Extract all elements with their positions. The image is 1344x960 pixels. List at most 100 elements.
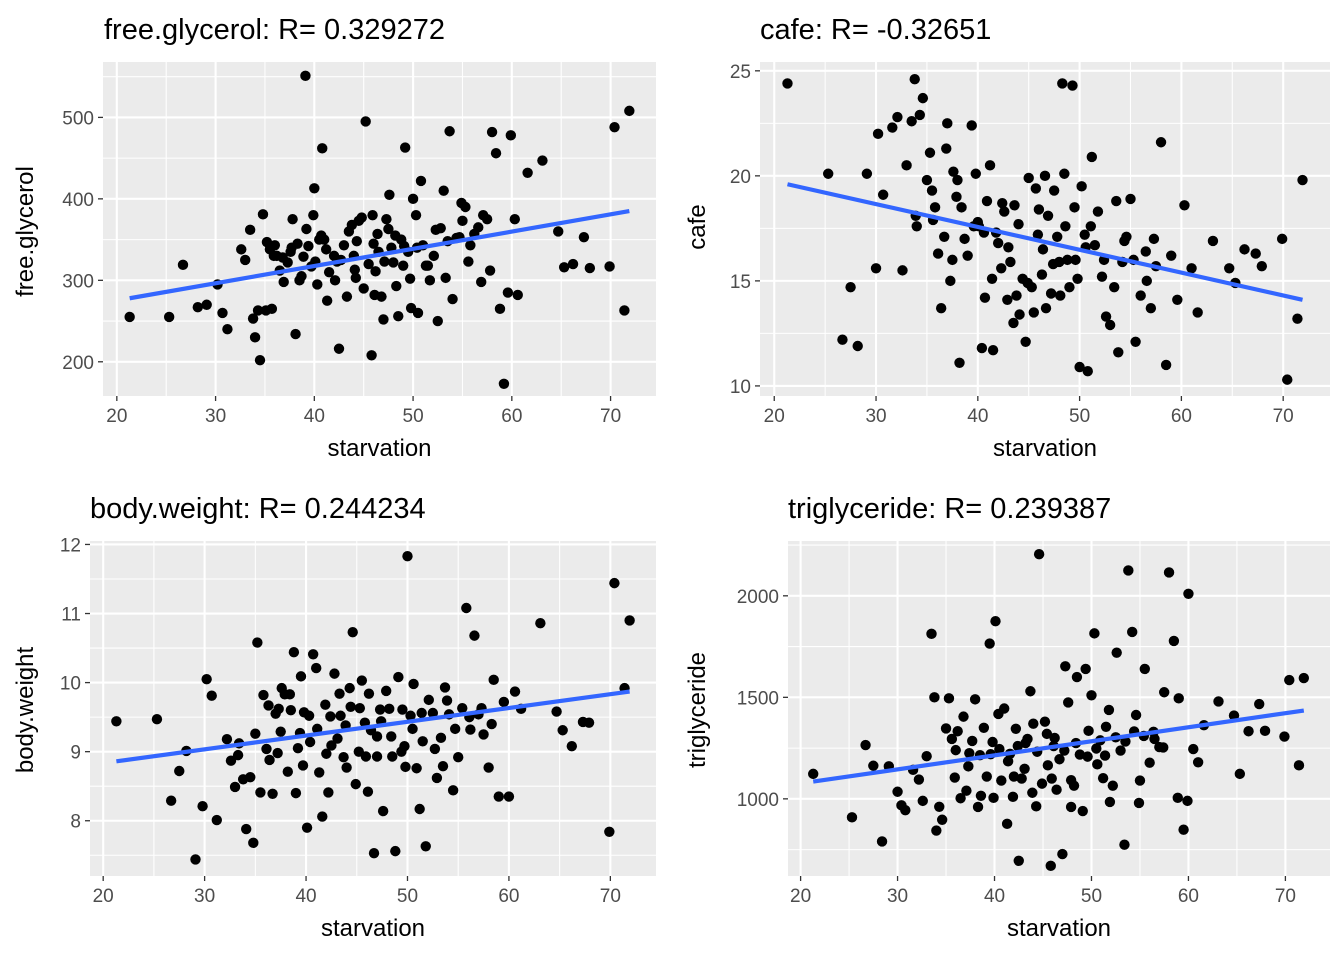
x-tick-label: 60 xyxy=(498,886,519,907)
data-point xyxy=(1158,742,1169,753)
data-point xyxy=(868,760,879,771)
data-point xyxy=(1259,725,1271,737)
data-point xyxy=(486,718,497,730)
data-point xyxy=(1007,791,1019,803)
data-point xyxy=(221,734,233,745)
data-point xyxy=(1107,780,1119,791)
data-point xyxy=(1091,743,1102,754)
data-point xyxy=(1014,309,1025,320)
data-point xyxy=(1141,275,1152,287)
data-point xyxy=(1033,204,1045,215)
data-point xyxy=(1298,672,1310,684)
data-point xyxy=(1085,221,1097,232)
data-point xyxy=(1039,170,1051,182)
data-point xyxy=(1060,661,1071,672)
data-point xyxy=(1042,760,1054,771)
x-tick-label: 70 xyxy=(600,406,621,427)
data-point xyxy=(958,711,969,722)
data-point xyxy=(391,280,402,292)
data-point xyxy=(381,214,392,225)
y-tick-label: 11 xyxy=(61,605,81,626)
data-point xyxy=(321,295,333,306)
data-point xyxy=(252,305,264,316)
data-point xyxy=(959,233,970,245)
data-point xyxy=(1089,628,1100,639)
data-point xyxy=(951,191,962,203)
data-point xyxy=(503,791,515,802)
data-point xyxy=(917,92,929,104)
data-point xyxy=(870,263,882,274)
data-point xyxy=(892,111,903,123)
data-point xyxy=(1019,763,1030,774)
data-point xyxy=(417,736,428,747)
data-point xyxy=(333,343,345,354)
data-point xyxy=(367,209,378,221)
data-point xyxy=(939,231,950,242)
data-point xyxy=(1076,181,1087,192)
data-point xyxy=(351,236,362,247)
data-point xyxy=(312,723,323,735)
y-tick-label: 9 xyxy=(70,743,81,764)
data-point xyxy=(604,261,615,272)
data-point xyxy=(245,772,256,783)
data-point xyxy=(257,209,269,220)
data-point xyxy=(317,811,328,822)
data-point xyxy=(435,732,447,744)
data-point xyxy=(1060,221,1071,232)
data-point xyxy=(1254,698,1265,710)
data-point xyxy=(275,726,286,737)
data-point xyxy=(453,751,464,763)
data-point xyxy=(1127,626,1138,638)
data-point xyxy=(1032,229,1044,240)
data-point xyxy=(329,668,340,679)
data-point xyxy=(407,193,419,205)
data-point xyxy=(1243,726,1254,737)
data-point xyxy=(1002,756,1014,767)
data-point xyxy=(323,787,334,798)
data-point xyxy=(900,805,911,816)
data-point xyxy=(942,118,953,129)
data-point xyxy=(1045,860,1056,872)
data-point xyxy=(990,615,1001,627)
data-point xyxy=(947,254,958,266)
y-tick-label: 1000 xyxy=(737,790,779,811)
data-point xyxy=(1080,663,1091,675)
data-point xyxy=(1160,359,1172,371)
data-point xyxy=(877,189,889,200)
data-point xyxy=(535,617,546,629)
chart-title: free.glycerol: R= 0.329272 xyxy=(104,14,445,46)
data-point xyxy=(267,788,278,800)
data-point xyxy=(624,105,635,117)
data-point xyxy=(321,748,332,759)
data-point xyxy=(1047,258,1059,270)
data-point xyxy=(1292,313,1303,324)
data-point xyxy=(872,128,884,140)
y-tick-label: 20 xyxy=(730,167,751,188)
x-tick-label: 30 xyxy=(205,406,226,427)
data-point xyxy=(439,682,451,693)
regression-line xyxy=(787,182,1303,302)
data-point xyxy=(490,148,502,159)
data-point xyxy=(1096,271,1108,282)
x-tick-label: 60 xyxy=(501,406,522,427)
data-point xyxy=(1071,671,1083,683)
y-tick-label: 15 xyxy=(730,272,751,293)
data-point xyxy=(371,751,383,762)
data-point xyxy=(252,637,263,648)
data-point xyxy=(984,160,996,171)
data-point xyxy=(1010,723,1022,735)
data-point xyxy=(1041,728,1053,740)
data-point xyxy=(457,702,468,714)
data-point xyxy=(1005,256,1016,268)
data-point xyxy=(1172,792,1183,804)
data-point xyxy=(924,147,936,158)
data-point xyxy=(512,289,523,301)
data-point xyxy=(952,174,963,186)
data-point xyxy=(1033,548,1045,560)
y-tick-label: 300 xyxy=(62,271,94,292)
data-point xyxy=(1062,254,1073,266)
data-point xyxy=(1083,725,1094,737)
data-point xyxy=(379,256,390,267)
y-axis-title: triglyceride xyxy=(684,652,711,768)
